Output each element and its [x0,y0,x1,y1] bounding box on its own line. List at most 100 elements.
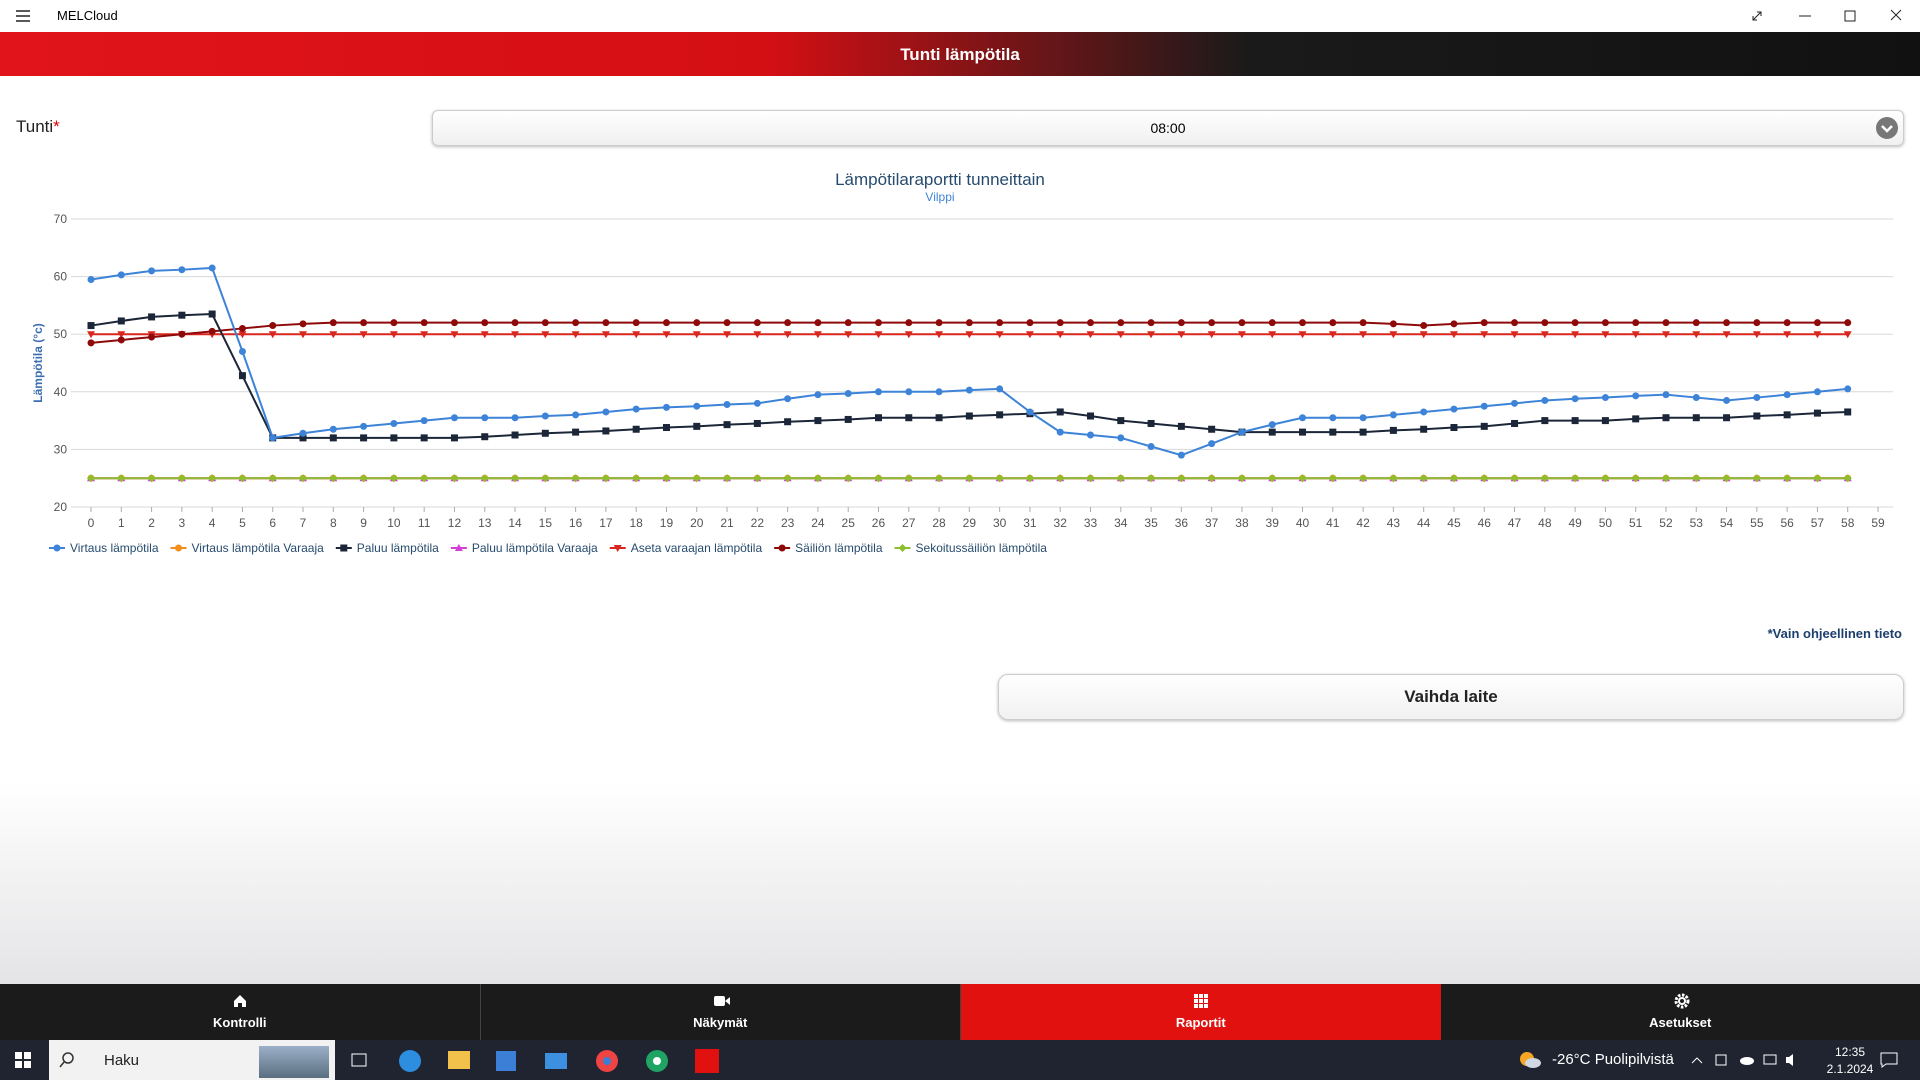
legend-label[interactable]: Virtaus lämpötila [70,541,159,555]
search-text: Haku [104,1052,140,1069]
taskbar-apps[interactable] [350,1048,730,1074]
x-tick-label: 39 [1266,516,1280,530]
nav-label: Asetukset [1649,1015,1712,1030]
point [238,324,246,332]
x-tick-label: 53 [1690,516,1704,530]
point [1541,417,1549,425]
point [480,474,489,483]
camera-icon [713,996,730,1006]
point [996,385,1004,393]
point [1813,319,1821,327]
point [238,347,246,355]
chart-title: Lämpötilaraportti tunneittain [835,170,1045,189]
legend-label[interactable]: Sekoitussäiliön lämpötila [916,541,1048,555]
point [662,424,670,432]
point [359,474,368,483]
point [1480,331,1489,339]
point [1056,408,1064,416]
point [87,339,95,347]
x-tick-label: 36 [1175,516,1189,530]
legend-label[interactable]: Paluu lämpötila Varaaja [472,541,598,555]
x-tick-label: 45 [1447,516,1461,530]
legend-label[interactable]: Paluu lämpötila [357,541,439,555]
point [511,431,519,439]
point [1722,331,1731,339]
point [208,327,216,335]
header: Tunti lämpötila [0,32,1920,76]
point [572,411,580,419]
point [329,331,338,339]
point [1480,319,1488,327]
point [874,319,882,327]
point [632,331,641,339]
point [511,474,520,483]
point [269,434,277,442]
x-tick-label: 52 [1659,516,1673,530]
point [178,266,186,274]
search-box[interactable]: Haku [49,1040,335,1080]
x-tick-label: 34 [1114,516,1128,530]
change-device-button[interactable]: Vaihda laite [998,674,1904,720]
x-tick-label: 38 [1235,516,1249,530]
point [1511,319,1519,327]
point [1268,428,1276,436]
nav-tab[interactable]: Kontrolli [0,984,481,1040]
y-tick-label: 30 [54,442,68,456]
legend-label[interactable]: Aseta varaajan lämpötila [631,541,763,555]
notification-icon[interactable] [1880,1052,1898,1068]
point [541,331,550,339]
point [783,474,792,483]
point [1661,331,1670,339]
point [148,313,156,321]
point [1268,421,1276,429]
point [874,331,883,339]
point [1511,419,1519,427]
point [178,311,186,319]
point [1298,474,1307,483]
x-tick-label: 0 [88,516,95,530]
point [1359,428,1367,436]
point [390,434,398,442]
x-tick-label: 9 [360,516,367,530]
point [1723,396,1731,404]
point [601,331,610,339]
point [1177,331,1186,339]
tray-icons[interactable] [1690,1052,1800,1068]
point [208,264,216,272]
home-icon [234,995,246,1007]
header-title: Tunti lämpötila [900,45,1020,64]
point [1752,331,1761,339]
nav-tab[interactable]: Näkymät [481,984,961,1040]
x-tick-label: 40 [1296,516,1310,530]
point [148,267,156,275]
point [117,474,126,483]
point [541,412,549,420]
nav-tab-active[interactable]: Raportit [961,984,1441,1040]
point [329,474,338,483]
point [1450,405,1458,413]
point [1177,422,1185,430]
legend-label[interactable]: Virtaus lämpötila Varaaja [192,541,325,555]
point [208,474,217,483]
point [1208,425,1216,433]
nav-tab[interactable]: Asetukset [1441,984,1920,1040]
legend-label[interactable]: Säiliön lämpötila [795,541,883,555]
point [1026,408,1034,416]
weather: -26°C Puolipilvistä [1552,1051,1674,1068]
point [662,319,670,327]
point [1480,402,1488,410]
temperature: -26°C [1552,1051,1591,1068]
point [1147,474,1156,483]
point [723,474,732,483]
point [1177,319,1185,327]
point [1813,474,1822,483]
menu-icon[interactable] [16,9,30,23]
point [935,474,944,483]
point [1813,388,1821,396]
start-icon[interactable] [15,1052,31,1068]
window-controls[interactable] [1748,8,1918,24]
point [844,331,853,339]
point [814,391,822,399]
hour-select[interactable]: 08:00 [432,110,1904,146]
x-tick-label: 27 [902,516,916,530]
